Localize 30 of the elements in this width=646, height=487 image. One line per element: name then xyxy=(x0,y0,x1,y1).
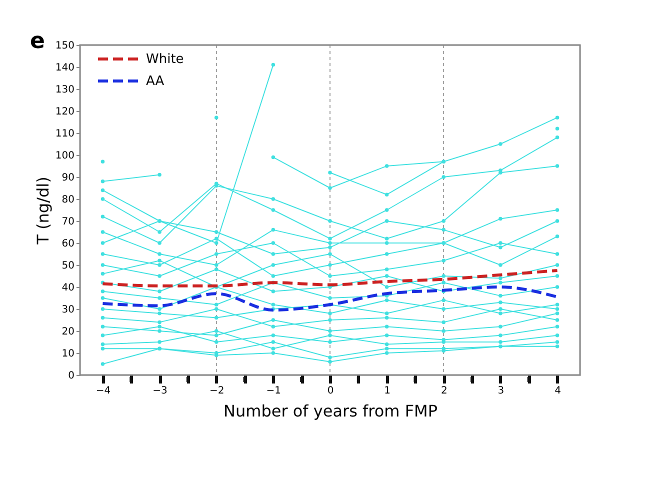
y-tick-label: 30 xyxy=(62,304,74,316)
legend-label: White xyxy=(146,52,184,67)
y-tick-label: 80 xyxy=(62,194,74,206)
y-tick-label: 120 xyxy=(55,106,74,118)
x-tick-label: 4 xyxy=(554,386,561,396)
y-tick-label: 90 xyxy=(62,172,74,184)
text: e xyxy=(30,29,45,54)
y-tick-label: 0 xyxy=(68,370,74,382)
y-tick-label: 70 xyxy=(62,216,74,228)
x-tick-label: 1 xyxy=(384,386,391,396)
x-tick-label: 2 xyxy=(440,386,448,396)
x-tick-label: −2 xyxy=(209,386,224,396)
y-tick-label: 130 xyxy=(55,84,74,96)
y-tick-label: 50 xyxy=(62,260,74,272)
x-tick-label: −4 xyxy=(96,386,111,396)
x-tick-label: −1 xyxy=(266,386,282,396)
y-tick-label: 100 xyxy=(55,150,74,162)
y-tick-label: 150 xyxy=(55,40,74,52)
y-tick-label: 40 xyxy=(62,282,74,294)
x-tick-label: 3 xyxy=(498,386,504,396)
legend-label: AA xyxy=(146,74,164,89)
y-axis-title: T (ng/dl) xyxy=(33,176,52,246)
y-tick-label: 10 xyxy=(62,348,74,360)
y-tick-label: 20 xyxy=(62,326,74,338)
x-tick-label: 0 xyxy=(327,386,334,396)
y-tick-label: 140 xyxy=(55,62,74,74)
y-tick-label: 110 xyxy=(55,128,74,140)
x-tick-label: −3 xyxy=(152,386,168,396)
x-axis-title: Number of years from FMP xyxy=(224,402,438,420)
y-tick-label: 60 xyxy=(62,238,74,250)
